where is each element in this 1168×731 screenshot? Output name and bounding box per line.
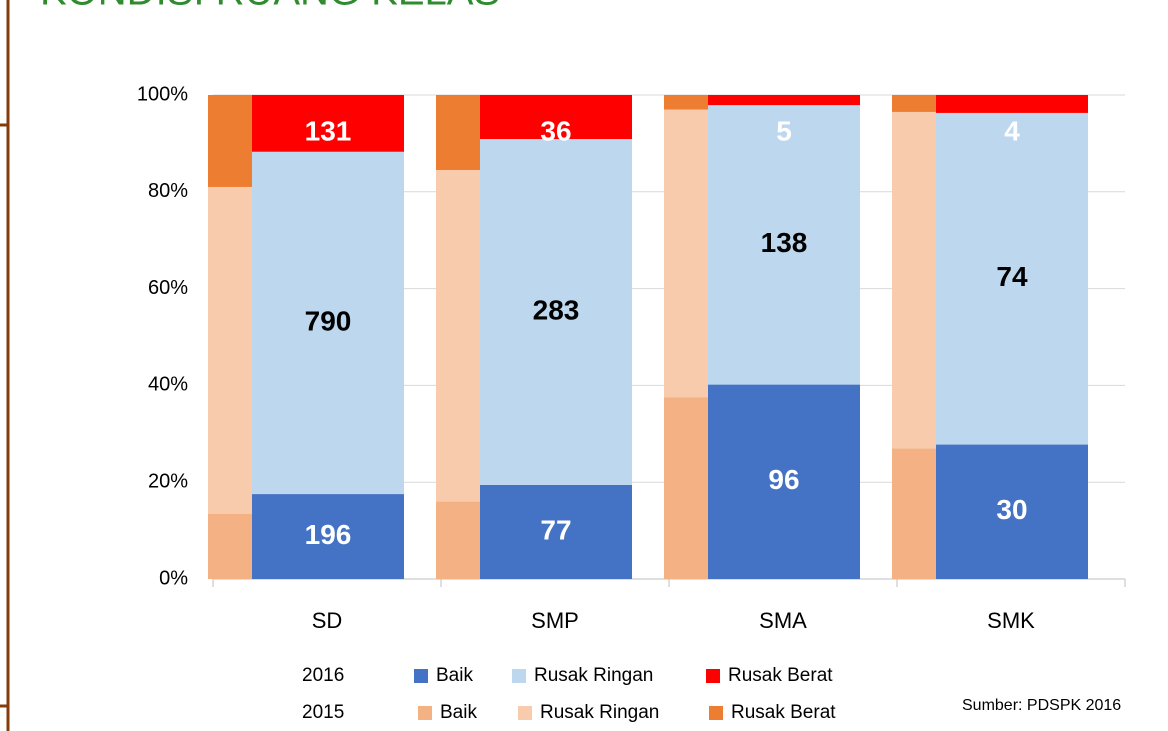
legend-swatch <box>512 669 526 683</box>
bar-segment <box>480 95 632 139</box>
bar-segment <box>708 105 860 385</box>
bar-segment <box>892 95 936 112</box>
legend-label: Rusak Ringan <box>534 665 653 686</box>
bar-segment <box>436 501 480 579</box>
y-tick-label: 60% <box>148 277 188 299</box>
bar-segment <box>252 151 404 495</box>
bar-segment <box>208 513 252 579</box>
legend-label: Baik <box>440 702 477 723</box>
data-label: 96 <box>768 464 799 495</box>
y-tick-label: 20% <box>148 470 188 492</box>
x-tick-label: SD <box>312 608 343 633</box>
legend-swatch <box>418 706 432 720</box>
bar-segment <box>252 95 404 152</box>
bar-segment <box>252 494 404 579</box>
source-note: Sumber: PDSPK 2016 <box>962 697 1121 714</box>
bar-segment <box>936 95 1088 113</box>
legend-label: Baik <box>436 665 473 686</box>
legend-label: Rusak Ringan <box>540 702 659 723</box>
bar-segment <box>892 448 936 579</box>
data-label: 77 <box>540 514 571 545</box>
data-label: 30 <box>996 494 1027 525</box>
legend-swatch <box>518 706 532 720</box>
y-tick-label: 80% <box>148 180 188 202</box>
legend-swatch <box>709 706 723 720</box>
x-tick-label: SMA <box>759 608 807 633</box>
y-tick-label: 0% <box>159 567 188 589</box>
data-label: 5 <box>776 115 792 146</box>
data-label: 790 <box>305 305 352 336</box>
x-tick-label: SMK <box>987 608 1035 633</box>
y-tick-label: 40% <box>148 374 188 396</box>
bar-segment <box>936 112 1088 445</box>
chart-title: KONDISI RUANG KELAS <box>40 0 500 14</box>
data-label: 196 <box>305 519 352 550</box>
y-tick-label: 100% <box>137 83 188 105</box>
legend-swatch <box>706 669 720 683</box>
legend-group-label: 2015 <box>302 702 344 723</box>
bar-segment <box>892 111 936 449</box>
x-tick-label: SMP <box>531 608 579 633</box>
data-label: 283 <box>533 294 580 325</box>
bar-segment <box>664 397 708 579</box>
legend-label: Rusak Berat <box>728 665 833 686</box>
bar-segment <box>664 95 708 110</box>
bar-segment <box>708 95 860 106</box>
bar-segment <box>480 139 632 485</box>
data-label: 138 <box>761 227 808 258</box>
bar-segment <box>480 484 632 579</box>
bar-segment <box>708 384 860 579</box>
data-label: 74 <box>996 261 1028 292</box>
bar-segment <box>436 170 480 502</box>
legend-label: Rusak Berat <box>731 702 836 723</box>
data-label: 4 <box>1004 115 1020 146</box>
legend-swatch <box>414 669 428 683</box>
bar-segment <box>208 186 252 514</box>
bar-segment <box>208 95 252 187</box>
bar-segment <box>436 95 480 171</box>
bar-segment <box>936 444 1088 579</box>
legend-group-label: 2016 <box>302 665 344 686</box>
data-label: 36 <box>540 115 571 146</box>
data-label: 131 <box>305 115 352 146</box>
bar-segment <box>664 109 708 398</box>
